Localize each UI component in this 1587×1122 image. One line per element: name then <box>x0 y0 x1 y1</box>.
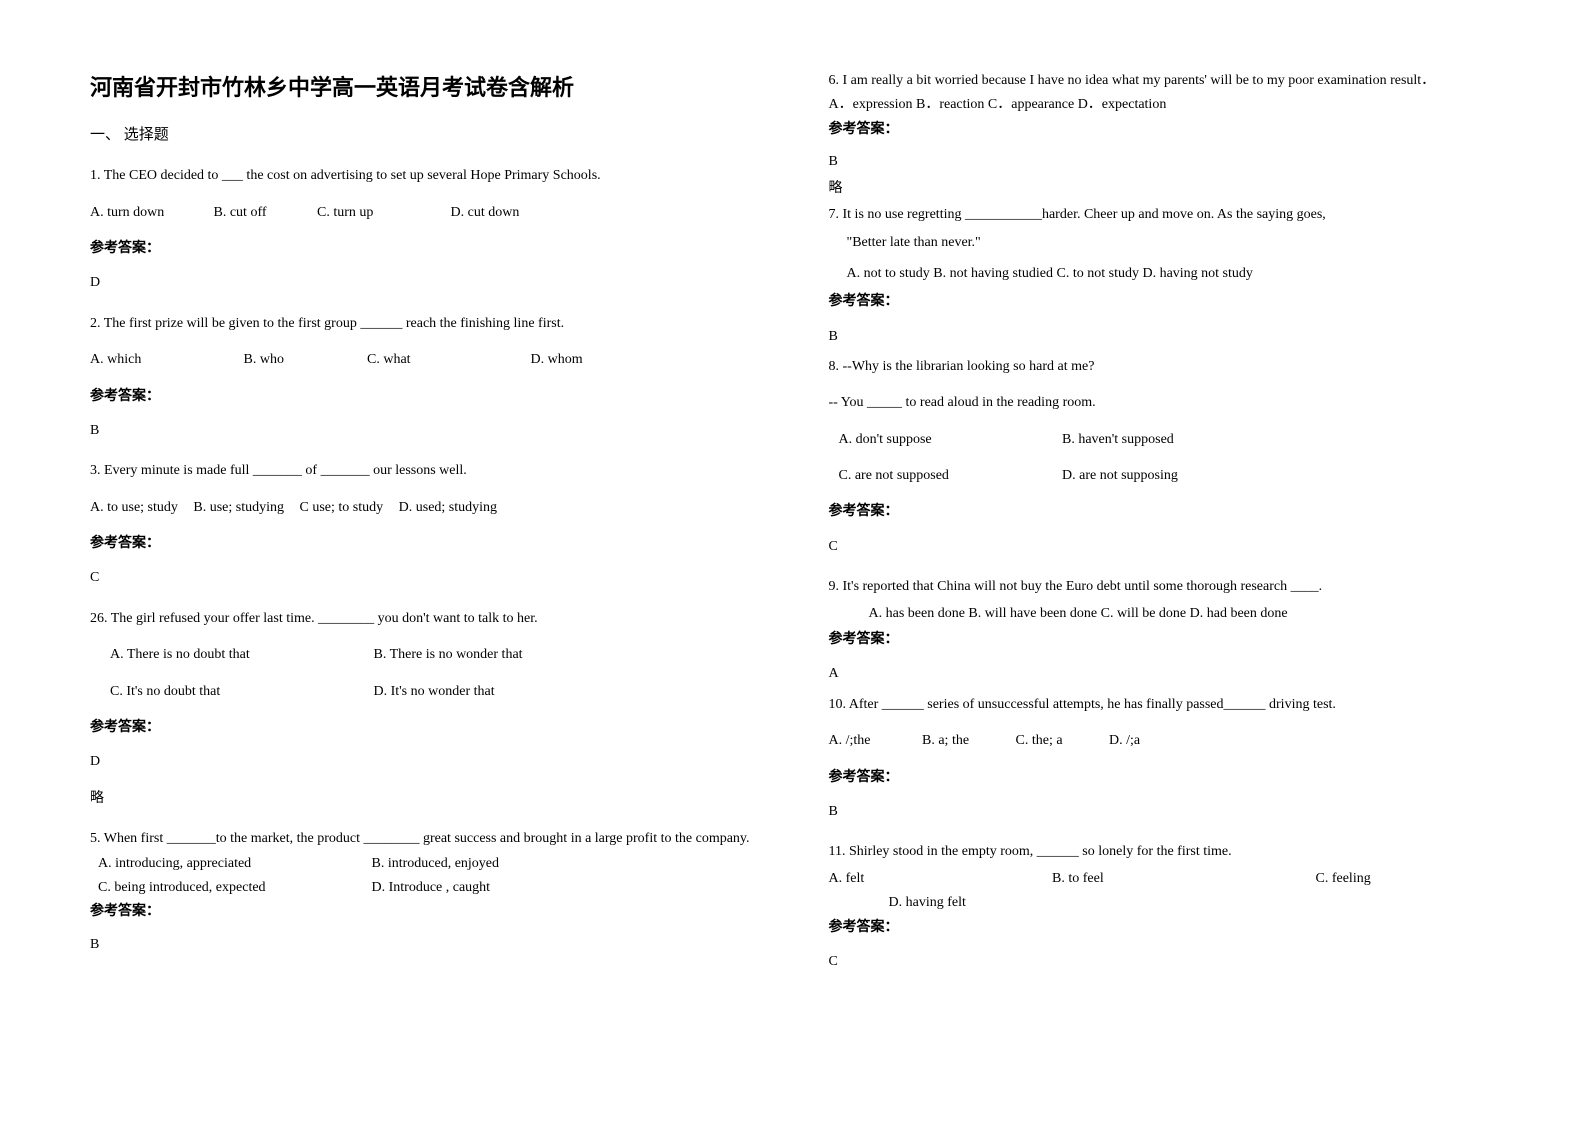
question-9: 9. It's reported that China will not buy… <box>829 576 1498 686</box>
answer-label: 参考答案： <box>829 629 1498 651</box>
q7-options: A. not to study B. not having studied C.… <box>829 263 1498 285</box>
q2-opt-a: A. which <box>90 349 240 371</box>
answer-label: 参考答案： <box>90 238 759 260</box>
q11-text: 11. Shirley stood in the empty room, ___… <box>829 841 1498 863</box>
q3-text: 3. Every minute is made full _______ of … <box>90 460 759 482</box>
q5-options-row2: C. being introduced, expected D. Introdu… <box>90 877 759 899</box>
q4-note: 略 <box>90 788 759 810</box>
q3-options: A. to use; study B. use; studying C use;… <box>90 497 759 519</box>
q4-options-row2: C. It's no doubt that D. It's no wonder … <box>90 681 759 703</box>
q6-note: 略 <box>829 178 1498 200</box>
q1-opt-a: A. turn down <box>90 202 210 224</box>
q8-options-row2: C. are not supposed D. are not supposing <box>829 465 1498 487</box>
q6-answer: B <box>829 151 1498 173</box>
q8-opt-c: C. are not supposed <box>839 465 1059 487</box>
q2-opt-c: C. what <box>367 349 527 371</box>
question-5: 5. When first _______to the market, the … <box>90 828 759 956</box>
q3-opt-a: A. to use; study <box>90 497 178 519</box>
q5-text: 5. When first _______to the market, the … <box>90 828 759 850</box>
q3-opt-b: B. use; studying <box>193 497 284 519</box>
q1-text: 1. The CEO decided to ___ the cost on ad… <box>90 165 759 187</box>
q3-opt-c: C use; to study <box>300 497 384 519</box>
q5-opt-c: C. being introduced, expected <box>98 877 368 899</box>
q5-options-row1: A. introducing, appreciated B. introduce… <box>90 853 759 875</box>
q10-opt-a: A. /;the <box>829 730 919 752</box>
question-10: 10. After ______ series of unsuccessful … <box>829 694 1498 824</box>
q3-answer: C <box>90 567 759 589</box>
answer-label: 参考答案： <box>90 386 759 408</box>
q2-opt-d: D. whom <box>531 349 583 371</box>
q10-options: A. /;the B. a; the C. the; a D. /;a <box>829 730 1498 752</box>
q1-opt-c: C. turn up <box>317 202 447 224</box>
answer-label: 参考答案： <box>90 533 759 555</box>
q2-answer: B <box>90 420 759 442</box>
exam-page: 河南省开封市竹林乡中学高一英语月考试卷含解析 一、 选择题 1. The CEO… <box>0 0 1587 1122</box>
q9-answer: A <box>829 663 1498 685</box>
question-4: 26. The girl refused your offer last tim… <box>90 608 759 810</box>
q7-text1: 7. It is no use regretting ___________ha… <box>829 204 1498 226</box>
q8-options-row1: A. don't suppose B. haven't supposed <box>829 429 1498 451</box>
q4-opt-d: D. It's no wonder that <box>374 681 495 703</box>
answer-label: 参考答案： <box>829 501 1498 523</box>
q10-opt-b: B. a; the <box>922 730 1012 752</box>
q8-text1: 8. --Why is the librarian looking so har… <box>829 356 1498 378</box>
q11-opt-c: C. feeling <box>1316 868 1371 890</box>
question-3: 3. Every minute is made full _______ of … <box>90 460 759 590</box>
q3-opt-d: D. used; studying <box>399 497 497 519</box>
section-heading: 一、 选择题 <box>90 123 759 147</box>
q4-text: 26. The girl refused your offer last tim… <box>90 608 759 630</box>
question-1: 1. The CEO decided to ___ the cost on ad… <box>90 165 759 295</box>
q1-answer: D <box>90 272 759 294</box>
q7-text2: "Better late than never." <box>829 232 1498 254</box>
q1-options: A. turn down B. cut off C. turn up D. cu… <box>90 202 759 224</box>
q2-opt-b: B. who <box>244 349 364 371</box>
q2-text: 2. The first prize will be given to the … <box>90 313 759 335</box>
q10-opt-d: D. /;a <box>1109 730 1140 752</box>
q8-opt-b: B. haven't supposed <box>1062 429 1174 451</box>
q1-opt-b: B. cut off <box>214 202 314 224</box>
question-11: 11. Shirley stood in the empty room, ___… <box>829 841 1498 973</box>
q6-text: 6. I am really a bit worried because I h… <box>829 70 1498 92</box>
question-6: 6. I am really a bit worried because I h… <box>829 70 1498 200</box>
q10-opt-c: C. the; a <box>1016 730 1106 752</box>
answer-label: 参考答案： <box>829 917 1498 939</box>
answer-label: 参考答案： <box>90 901 759 923</box>
question-7: 7. It is no use regretting ___________ha… <box>829 204 1498 348</box>
q2-options: A. which B. who C. what D. whom <box>90 349 759 371</box>
doc-title: 河南省开封市竹林乡中学高一英语月考试卷含解析 <box>90 70 759 105</box>
q10-answer: B <box>829 801 1498 823</box>
q7-answer: B <box>829 326 1498 348</box>
q5-opt-a: A. introducing, appreciated <box>98 853 368 875</box>
q11-options-row2: D. having felt <box>829 892 1498 914</box>
q10-text: 10. After ______ series of unsuccessful … <box>829 694 1498 716</box>
answer-label: 参考答案： <box>90 717 759 739</box>
q11-opt-b: B. to feel <box>1052 868 1312 890</box>
q4-options-row1: A. There is no doubt that B. There is no… <box>90 644 759 666</box>
question-8: 8. --Why is the librarian looking so har… <box>829 356 1498 558</box>
q11-opt-d: D. having felt <box>889 892 966 914</box>
answer-label: 参考答案： <box>829 767 1498 789</box>
q5-opt-b: B. introduced, enjoyed <box>372 853 500 875</box>
q9-options: A. has been done B. will have been done … <box>829 603 1498 625</box>
q5-opt-d: D. Introduce , caught <box>372 877 491 899</box>
q5-answer: B <box>90 934 759 956</box>
q4-opt-b: B. There is no wonder that <box>374 644 523 666</box>
q4-opt-a: A. There is no doubt that <box>110 644 370 666</box>
q6-options: A．expression B．reaction C．appearance D．e… <box>829 94 1498 116</box>
q9-text: 9. It's reported that China will not buy… <box>829 576 1498 598</box>
q4-answer: D <box>90 751 759 773</box>
answer-label: 参考答案： <box>829 291 1498 313</box>
answer-label: 参考答案： <box>829 119 1498 141</box>
q11-answer: C <box>829 951 1498 973</box>
q1-opt-d: D. cut down <box>451 202 520 224</box>
q8-text2: -- You _____ to read aloud in the readin… <box>829 392 1498 414</box>
q8-answer: C <box>829 536 1498 558</box>
q8-opt-d: D. are not supposing <box>1062 465 1178 487</box>
question-2: 2. The first prize will be given to the … <box>90 313 759 443</box>
q11-opt-a: A. felt <box>829 868 1049 890</box>
q8-opt-a: A. don't suppose <box>839 429 1059 451</box>
q4-opt-c: C. It's no doubt that <box>110 681 370 703</box>
q11-options-row1: A. felt B. to feel C. feeling <box>829 868 1498 890</box>
